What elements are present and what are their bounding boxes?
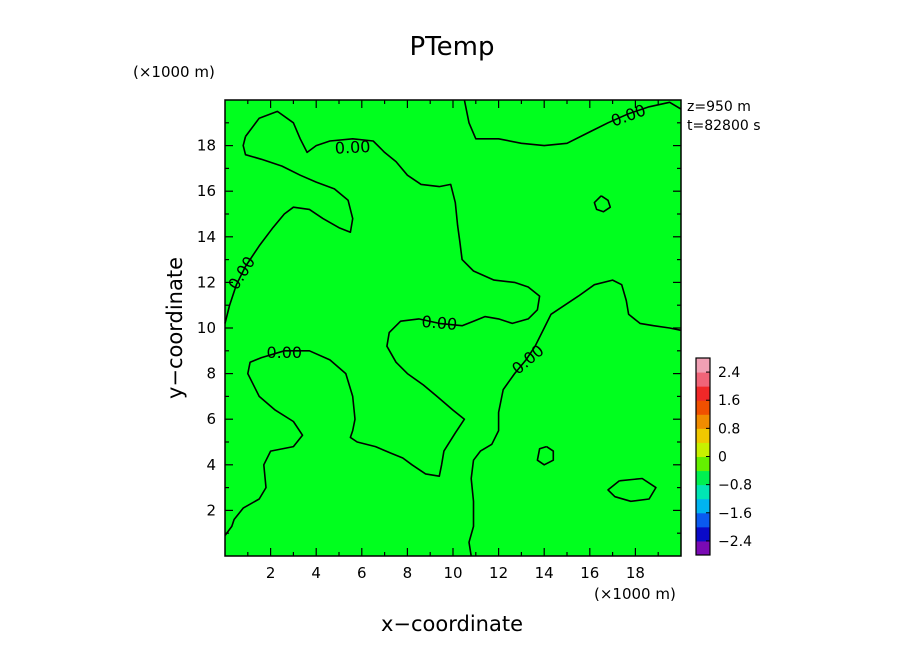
contour-line — [468, 279, 682, 557]
y-axis: 2 4 6 8 10 12 14 16 18 — [197, 122, 681, 534]
y-tick-label: 8 — [206, 365, 216, 383]
x-axis: 2 4 6 8 10 12 14 16 18 — [247, 100, 659, 582]
colorbar-segment — [696, 414, 710, 429]
colorbar-tick-label: −0.8 — [718, 478, 752, 494]
contour-label: 0.00 — [266, 343, 302, 362]
y-tick-label: 14 — [197, 228, 216, 246]
y-axis-label: y−coordinate — [163, 257, 187, 399]
x-tick-label: 14 — [535, 564, 554, 582]
colorbar-segment — [696, 456, 710, 472]
time-info: t=82800 s — [687, 118, 761, 134]
contour-lines — [224, 99, 682, 557]
y-tick-label: 4 — [206, 456, 216, 474]
height-info: z=950 m — [687, 99, 751, 115]
colorbar-tick-label: 2.4 — [718, 365, 740, 381]
colorbar-segment — [696, 540, 710, 556]
y-tick-label: 6 — [206, 410, 216, 428]
contour-line — [536, 445, 555, 466]
colorbar-segment — [696, 470, 710, 486]
y-unit-label: (×1000 m) — [133, 63, 215, 81]
colorbar-segment — [696, 386, 710, 401]
colorbar-tick-label: 1.6 — [718, 393, 740, 409]
colorbar-segment — [696, 372, 710, 387]
contour-line — [593, 195, 612, 213]
y-tick-label: 12 — [197, 273, 216, 291]
colorbar-tick-label: −1.6 — [718, 506, 752, 522]
colorbar-segment — [696, 484, 710, 500]
x-unit-label: (×1000 m) — [594, 585, 676, 603]
x-tick-label: 16 — [580, 564, 599, 582]
colorbar: 2.4 1.6 0.8 0 −0.8 −1.6 −2.4 — [695, 357, 752, 556]
colorbar-tick-label: 0 — [718, 450, 727, 466]
y-tick-label: 10 — [197, 319, 216, 337]
colorbar-segment — [696, 428, 710, 443]
contour-line — [463, 99, 682, 147]
colorbar-segment — [696, 512, 710, 528]
contour-line — [224, 136, 354, 324]
colorbar-segment — [696, 526, 710, 542]
x-axis-label: x−coordinate — [381, 612, 523, 636]
colorbar-segment — [696, 400, 710, 415]
contour-line — [607, 477, 657, 503]
contour-label: 0.00 — [421, 312, 458, 334]
x-tick-label: 4 — [311, 564, 321, 582]
contour-line — [224, 110, 541, 536]
y-tick-label: 2 — [206, 501, 216, 519]
x-tick-label: 12 — [489, 564, 508, 582]
x-tick-label: 10 — [443, 564, 462, 582]
colorbar-segment — [696, 498, 710, 514]
colorbar-segment — [696, 358, 710, 373]
x-tick-label: 2 — [266, 564, 276, 582]
y-tick-label: 16 — [197, 182, 216, 200]
chart-title: PTemp — [410, 32, 495, 62]
colorbar-tick-label: 0.8 — [718, 421, 740, 437]
contour-label: 0.00 — [334, 137, 371, 158]
y-tick-label: 18 — [197, 137, 216, 155]
colorbar-segment — [696, 442, 710, 457]
x-tick-label: 8 — [403, 564, 413, 582]
x-tick-label: 18 — [626, 564, 645, 582]
colorbar-tick-label: −2.4 — [718, 534, 752, 550]
x-tick-label: 6 — [357, 564, 367, 582]
